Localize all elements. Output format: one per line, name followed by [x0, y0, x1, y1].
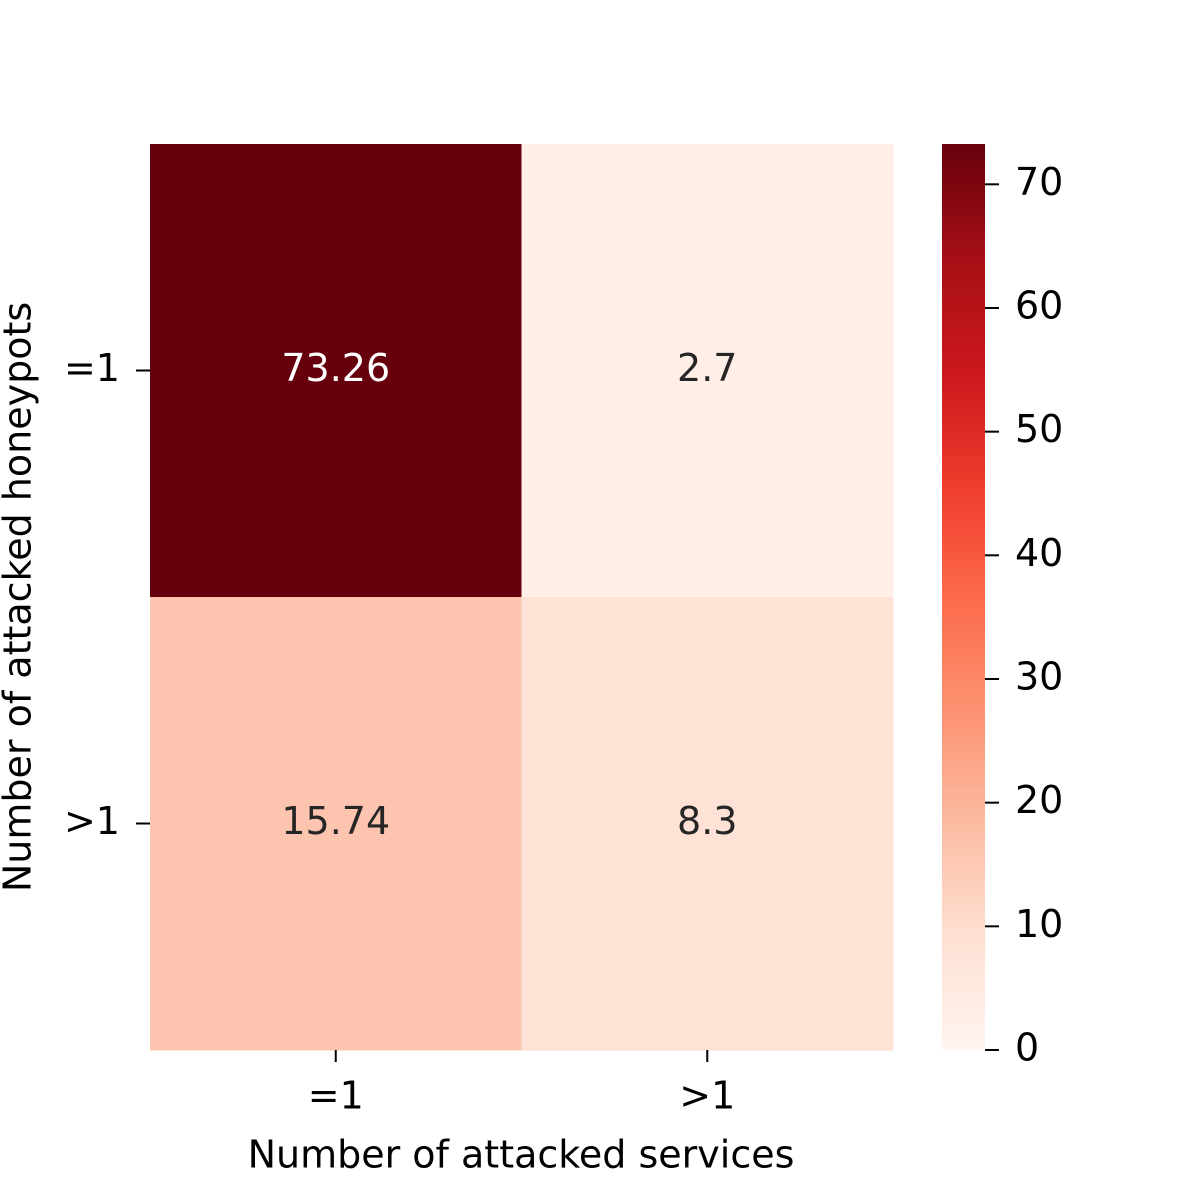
colorbar-tick-label: 70	[1015, 160, 1063, 204]
colorbar-tick-label: 60	[1015, 283, 1063, 327]
colorbar-tick-label: 40	[1015, 531, 1063, 575]
colorbar-tick-label: 10	[1015, 902, 1063, 946]
colorbar-tick-label: 20	[1015, 778, 1063, 822]
y-axis-label: Number of attacked honeypots	[0, 302, 40, 892]
cell-label: 8.3	[677, 799, 737, 843]
colorbar	[942, 144, 985, 1050]
colorbar-tick-label: 0	[1015, 1026, 1039, 1070]
colorbar-tick-label: 30	[1015, 654, 1063, 698]
heatmap-cell	[150, 144, 522, 598]
x-tick-label: =1	[308, 1074, 364, 1118]
cell-label: 2.7	[677, 346, 737, 390]
cell-label: 15.74	[281, 799, 390, 843]
colorbar-tick-label: 50	[1015, 407, 1063, 451]
heatmap-cell	[150, 597, 522, 1051]
y-tick-label: =1	[64, 346, 120, 390]
heatmap-cell	[521, 597, 894, 1051]
heatmap-cell	[521, 144, 894, 598]
x-axis-label: Number of attacked services	[248, 1133, 795, 1177]
cell-label: 73.26	[281, 346, 390, 390]
y-tick-label: >1	[64, 799, 120, 843]
x-tick-label: >1	[679, 1074, 735, 1118]
